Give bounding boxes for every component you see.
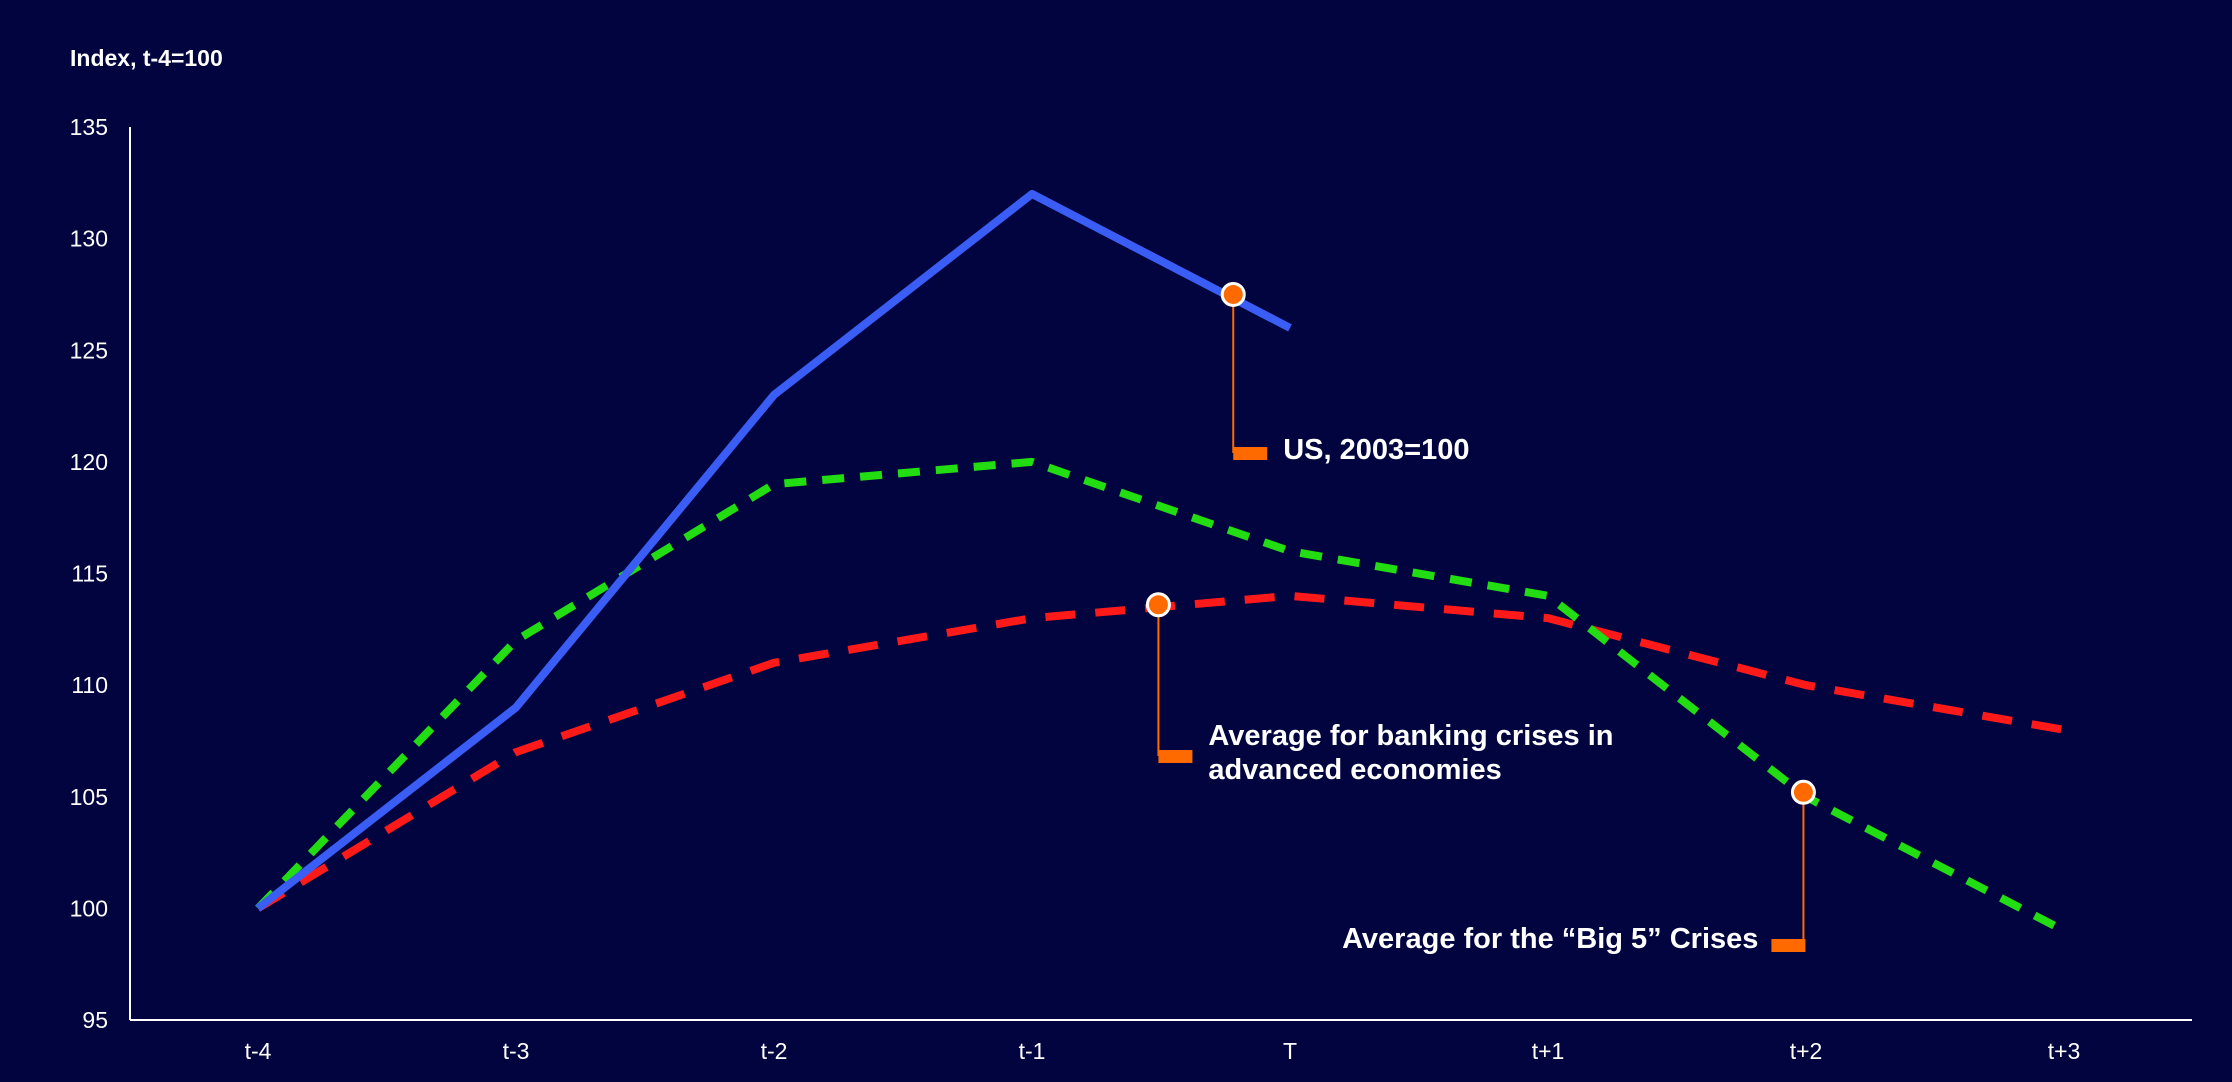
y-tick-label: 100	[70, 895, 108, 921]
callout-point	[1790, 779, 1816, 805]
callout-point	[1220, 281, 1246, 307]
y-tick-label: 135	[70, 114, 108, 140]
x-tick-label: t-1	[1019, 1038, 1046, 1064]
x-tick-label: t+3	[2048, 1038, 2081, 1064]
series-line-0	[255, 189, 1292, 912]
callout-label: US, 2003=100	[1283, 434, 1469, 466]
y-tick-label: 110	[71, 672, 108, 698]
callouts: US, 2003=100 Average for banking crises i…	[1145, 281, 1816, 955]
series-lines	[255, 189, 2066, 935]
x-tick-label: t-4	[245, 1038, 272, 1064]
y-axis-title: Index, t-4=100	[70, 45, 223, 71]
callout-label: Average for banking crises in	[1208, 720, 1613, 752]
y-tick-label: 130	[70, 226, 108, 252]
y-tick-label: 125	[70, 337, 108, 363]
callout-marker	[1233, 447, 1268, 460]
callout-point	[1145, 592, 1171, 618]
callout-label: advanced economies	[1208, 754, 1501, 786]
callout-label: Average for the “Big 5” Crises	[1342, 923, 1758, 955]
x-tick-label: T	[1283, 1038, 1297, 1064]
y-tick-label: 115	[71, 561, 108, 587]
x-tick-label: t-3	[503, 1038, 530, 1064]
y-tick-label: 105	[70, 784, 108, 810]
series-line-2	[255, 457, 2066, 935]
x-tick-label: t+1	[1532, 1038, 1565, 1064]
axes	[129, 127, 2192, 1021]
y-tick-label: 120	[70, 449, 108, 475]
callout-marker	[1771, 939, 1806, 952]
x-tick-label: t+2	[1790, 1038, 1823, 1064]
callout-marker	[1158, 750, 1193, 763]
x-tick-label: t-2	[761, 1038, 788, 1064]
y-tick-labels: 95 100 105 110 115 120 125 130 135	[70, 114, 108, 1033]
y-tick-label: 95	[82, 1007, 108, 1033]
